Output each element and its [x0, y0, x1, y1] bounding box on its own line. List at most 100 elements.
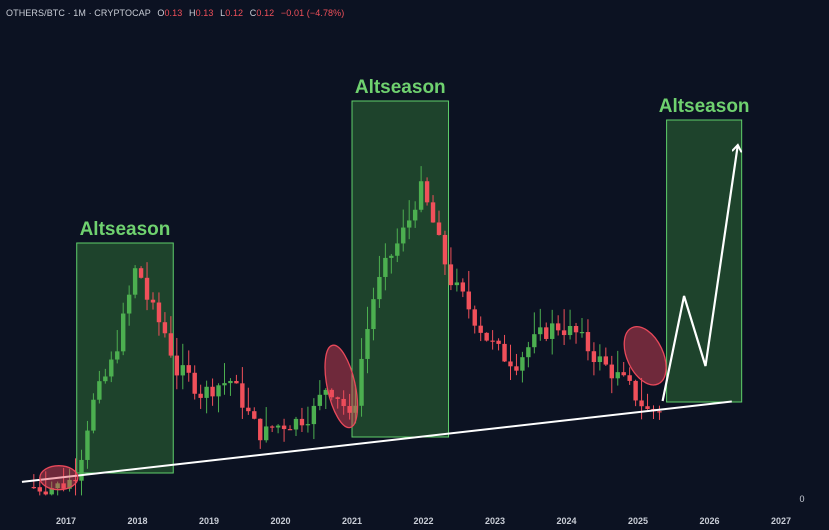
candle-body: [198, 393, 203, 398]
altseason-label: Altseason: [355, 77, 446, 98]
high-value: 0.13: [195, 8, 214, 18]
candle-body: [359, 358, 364, 406]
candle-body: [603, 356, 609, 365]
candle-body: [317, 394, 323, 406]
projection-arrow: [661, 146, 738, 402]
candle-body: [150, 299, 156, 303]
candle-body: [621, 372, 626, 376]
support-trendline: [21, 400, 732, 483]
candle-body: [258, 418, 263, 441]
close-label: C: [249, 8, 257, 18]
highlight-ellipse: [39, 465, 79, 491]
altseason-label: Altseason: [80, 219, 171, 240]
candle-body: [341, 398, 346, 407]
candle-body: [192, 372, 197, 394]
candle-body: [615, 372, 620, 379]
candle-body: [216, 385, 221, 397]
x-tick-label: 2021: [342, 516, 362, 526]
candle-body: [544, 327, 549, 339]
high-label: H: [188, 8, 196, 18]
candle-body: [109, 359, 114, 377]
candle-body: [371, 299, 376, 330]
altseason-zone: [351, 100, 450, 438]
candle-body: [591, 351, 597, 363]
candle-body: [252, 411, 257, 419]
candle-body: [585, 332, 591, 352]
candle-body: [228, 380, 233, 384]
candle-body: [240, 383, 245, 408]
candle-body: [55, 483, 60, 489]
candle-body: [234, 380, 239, 384]
candle-body: [609, 364, 614, 379]
candle-body: [442, 234, 448, 265]
candle-body: [121, 313, 126, 352]
x-tick-label: 2023: [485, 516, 505, 526]
candle-body: [424, 181, 430, 203]
candle-body: [97, 381, 102, 400]
candle-body: [508, 361, 513, 367]
candle-body: [627, 375, 632, 381]
candle-body: [246, 407, 251, 412]
candle-body: [395, 243, 400, 256]
candle-body: [138, 268, 144, 278]
candle-body: [448, 264, 454, 286]
candle-body: [37, 487, 42, 492]
candle-body: [550, 323, 555, 339]
candle-body: [365, 329, 370, 359]
candle-body: [514, 366, 519, 371]
candle-body: [329, 389, 334, 398]
candle-body: [91, 399, 96, 431]
candle-body: [353, 405, 358, 413]
candle-body: [502, 343, 507, 362]
candle-body: [412, 209, 418, 221]
candle-body: [281, 425, 287, 430]
altseason-label: Altseason: [659, 96, 750, 117]
x-tick-label: 2024: [556, 516, 576, 526]
candle-body: [144, 277, 150, 300]
altseason-zone: [666, 119, 743, 403]
x-tick-label: 2018: [127, 516, 147, 526]
candle-body: [347, 406, 352, 413]
candle-body: [484, 332, 489, 341]
candle-body: [49, 488, 54, 495]
candle-body: [162, 322, 168, 334]
candle-body: [85, 430, 90, 460]
candle-body: [31, 487, 37, 489]
symbol-label: OTHERS/BTC · 1M · CRYPTOCAP: [6, 8, 151, 18]
candle-body: [466, 291, 471, 310]
x-tick-label: 2025: [628, 516, 648, 526]
candle-body: [79, 459, 84, 481]
candle-body: [633, 380, 638, 401]
candle-body: [418, 181, 424, 210]
close-value: 0.12: [256, 8, 275, 18]
candle-body: [168, 333, 174, 356]
candle-body: [299, 418, 305, 426]
altseason-zone: [76, 242, 174, 474]
candle-body: [555, 323, 561, 331]
candle-body: [430, 202, 436, 223]
candle-body: [126, 294, 132, 314]
candle-body: [103, 376, 108, 382]
candle-body: [269, 426, 275, 428]
candle-body: [204, 386, 209, 398]
x-axis: 2017 2018 2019 2020 2021 2022 2023 2024 2025 2026…: [56, 494, 805, 526]
candle-body: [61, 483, 66, 489]
candle-body: [538, 327, 543, 335]
open-label: O: [157, 8, 165, 18]
highlight-ellipse: [623, 326, 667, 386]
candle-body: [520, 357, 525, 371]
candle-body: [222, 383, 227, 386]
candle-body: [561, 330, 567, 336]
candle-body: [186, 365, 191, 373]
open-value: 0.13: [164, 8, 183, 18]
candle-body: [174, 355, 180, 376]
candle-body: [436, 222, 442, 235]
candle-body: [407, 220, 412, 228]
low-value: 0.12: [225, 8, 244, 18]
x-tick-label: 2026: [699, 516, 719, 526]
candle-body: [156, 302, 162, 323]
legend-bar: OTHERS/BTC · 1M · CRYPTOCAP O0.13 H0.13 …: [6, 8, 344, 18]
x-tick-label: 2027: [771, 516, 791, 526]
candle-body: [657, 411, 662, 413]
